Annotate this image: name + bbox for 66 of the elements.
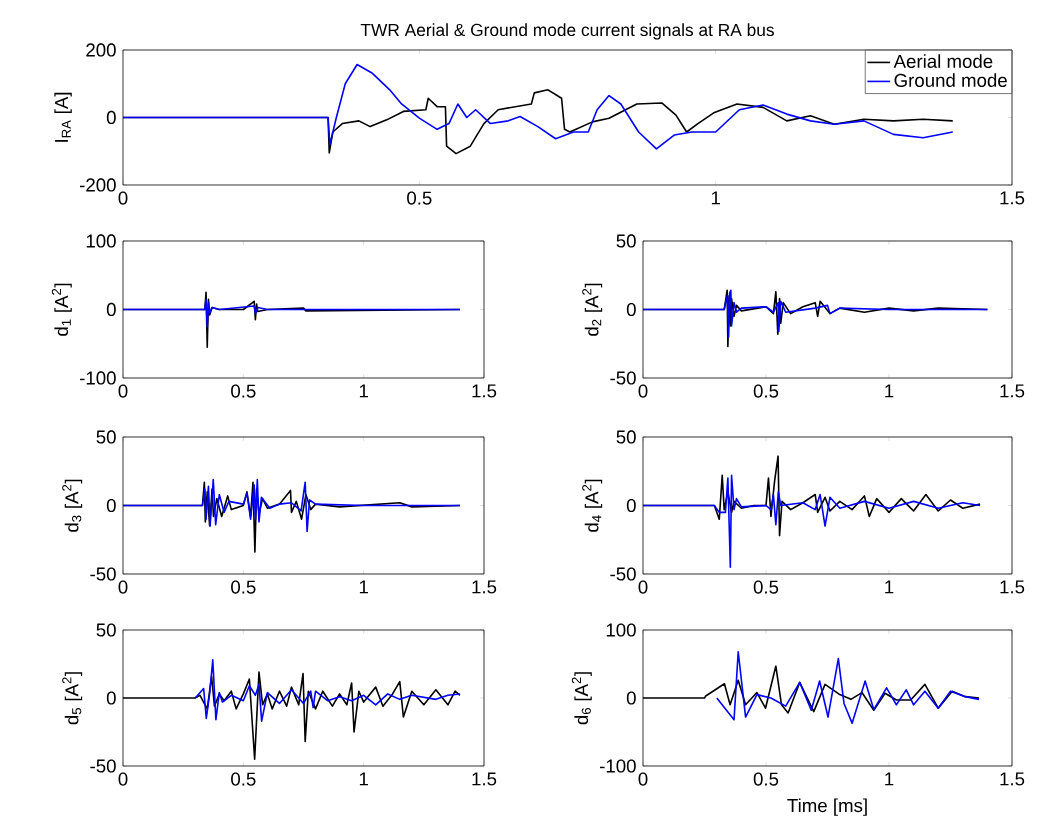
y-tick-label: -100 <box>600 759 636 773</box>
line-series <box>716 650 980 724</box>
line-series <box>123 478 461 533</box>
y-axis-title: d$_{1}$ [A$^{2}$] <box>51 283 72 336</box>
x-tick-label: 0 <box>118 191 128 205</box>
x-tick-label: 1 <box>359 580 368 594</box>
x-tick-label: 1.5 <box>1000 191 1025 205</box>
chart-title: TWR Aerial & Ground mode current signals at RA bus <box>360 23 774 40</box>
x-tick-label: 1 <box>885 580 894 594</box>
line-series <box>643 289 989 338</box>
y-tick-label: 0 <box>106 498 116 513</box>
x-tick-label: 1.5 <box>1000 580 1025 594</box>
x-tick-label: 0 <box>118 772 128 786</box>
x-tick-label: 0 <box>638 772 648 786</box>
x-tick-label: 0 <box>118 384 128 398</box>
y-axis-title: d$_{3}$ [A$^{2}$] <box>62 479 83 532</box>
y-tick-label: 50 <box>96 623 116 637</box>
x-tick-label: 0.5 <box>753 384 779 398</box>
x-tick-label: 0 <box>638 384 648 398</box>
x-tick-label: 1 <box>711 191 720 205</box>
x-tick-label: 0.5 <box>231 772 256 786</box>
legend-label: Ground mode <box>894 73 1007 87</box>
y-axis-title: d$_{5}$ [A$^{2}$] <box>62 672 83 725</box>
x-tick-label: 0 <box>638 580 648 594</box>
x-tick-label: 1 <box>885 384 894 398</box>
y-tick-label: 50 <box>616 430 636 444</box>
x-tick-label: 1.5 <box>472 772 497 786</box>
legend-label: Aerial mode <box>893 54 993 68</box>
y-axis-title: d$_{6}$ [A$^{2}$] <box>571 672 592 725</box>
x-tick-label: 0 <box>118 580 128 594</box>
y-tick-label: 0 <box>626 691 636 705</box>
x-tick-label: 0.5 <box>407 191 432 205</box>
y-axis-title: I$_{RA}$ [A] <box>54 92 72 142</box>
y-tick-label: -200 <box>79 178 116 192</box>
x-tick-label: 1.5 <box>472 384 497 398</box>
x-axis-title: Time [ms] <box>787 798 867 816</box>
y-tick-label: 0 <box>626 302 636 317</box>
y-tick-label: 0 <box>106 691 116 705</box>
y-tick-label: -50 <box>90 759 116 773</box>
y-tick-label: 50 <box>616 234 636 248</box>
y-tick-label: -50 <box>90 567 116 581</box>
y-tick-label: -50 <box>610 567 636 581</box>
x-tick-label: 0.5 <box>753 772 779 786</box>
line-series <box>643 474 981 568</box>
y-tick-label: 100 <box>606 623 636 637</box>
y-tick-label: -50 <box>610 371 636 385</box>
line-series <box>194 659 461 722</box>
x-tick-label: 1.5 <box>1000 772 1025 786</box>
y-axis-title: d$_{2}$ [A$^{2}$] <box>582 283 603 336</box>
x-tick-label: 1 <box>359 384 368 398</box>
x-tick-label: 1 <box>885 772 894 786</box>
y-tick-label: 100 <box>86 234 116 248</box>
x-tick-label: 1.5 <box>472 580 497 594</box>
y-axis-title: d$_{4}$ [A$^{2}$] <box>582 479 603 532</box>
y-tick-label: 0 <box>106 302 116 317</box>
line-series <box>123 298 461 328</box>
y-tick-label: 200 <box>86 43 116 57</box>
y-tick-label: -100 <box>79 371 116 385</box>
y-tick-label: 0 <box>626 498 636 513</box>
x-tick-label: 0.5 <box>753 580 779 594</box>
x-tick-label: 0.5 <box>231 580 256 594</box>
y-tick-label: 0 <box>106 110 116 125</box>
x-tick-label: 1.5 <box>1000 384 1025 398</box>
y-tick-label: 50 <box>96 430 116 444</box>
x-tick-label: 0.5 <box>231 384 256 398</box>
x-tick-label: 1 <box>359 772 368 786</box>
